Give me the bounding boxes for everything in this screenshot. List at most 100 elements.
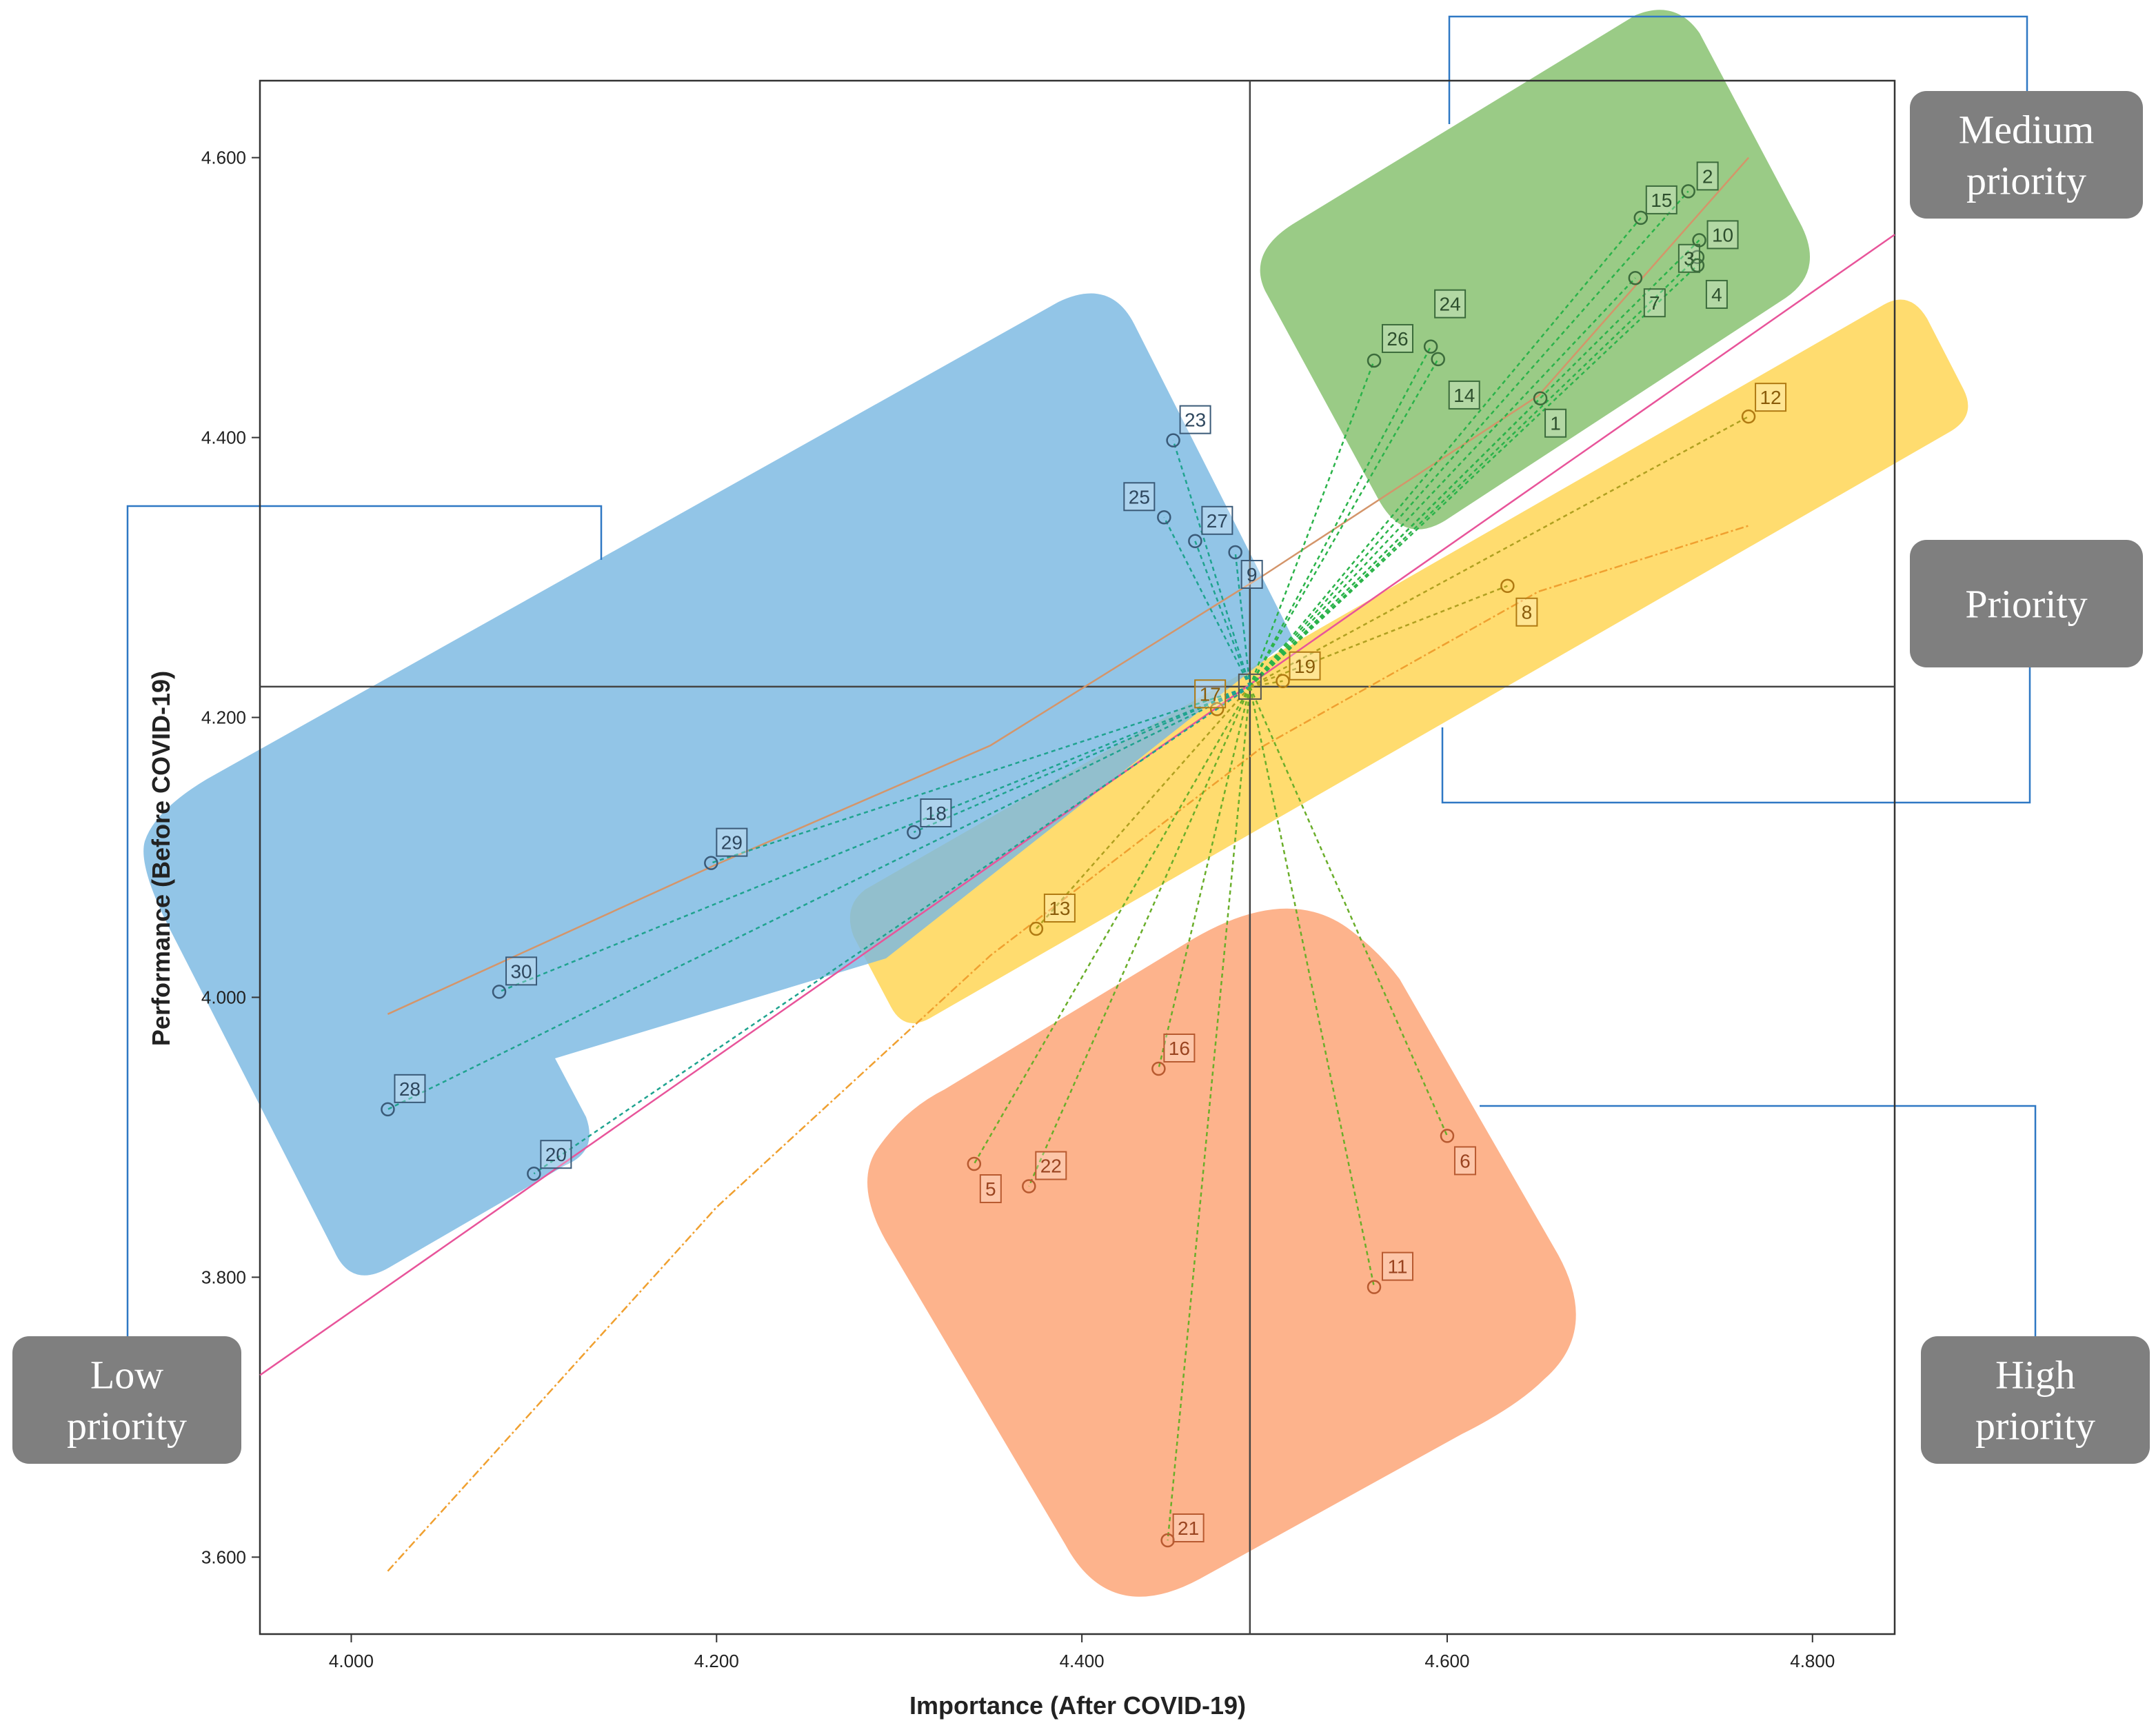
leader-line-5 xyxy=(973,686,1251,1165)
leader-line-22 xyxy=(1028,686,1251,1187)
point-label-box-29 xyxy=(716,827,748,857)
point-label-box-1 xyxy=(1544,408,1567,438)
point-26 xyxy=(1367,353,1382,368)
point-12 xyxy=(1741,409,1756,424)
point-23 xyxy=(1166,433,1180,447)
leader-line-7 xyxy=(1249,277,1636,687)
bracket-priority xyxy=(1441,667,2031,804)
leader-line-30 xyxy=(498,685,1251,993)
point-label-box-23 xyxy=(1179,405,1211,434)
point-1 xyxy=(1533,391,1548,405)
point-label-box-6 xyxy=(1453,1146,1476,1176)
callout-priority-label: Priority xyxy=(1965,582,2087,627)
point-label-23: 23 xyxy=(1185,410,1206,431)
point-label-box-28 xyxy=(394,1074,426,1103)
x-tick-label: 4.200 xyxy=(694,1651,739,1671)
y-axis-title: Performance (Before COVID-19) xyxy=(147,671,175,1046)
x-axis-title: Importance (After COVID-19) xyxy=(909,1691,1246,1720)
point-label-13: 13 xyxy=(1049,898,1070,919)
y-tick-label: 3.800 xyxy=(201,1267,246,1287)
point-label-26: 26 xyxy=(1387,328,1408,350)
point-13 xyxy=(1029,921,1044,936)
iso-diagonal-line xyxy=(259,234,1895,1376)
data-points: 1234710141524268121317199182023252728293… xyxy=(381,161,1787,1548)
point-label-box-14 xyxy=(1448,380,1480,410)
point-28 xyxy=(381,1102,395,1117)
point-6 xyxy=(1440,1129,1455,1143)
point-label-11: 11 xyxy=(1387,1256,1407,1278)
point-20 xyxy=(527,1166,541,1181)
leader-line-6 xyxy=(1249,686,1449,1136)
trend-curve-upper xyxy=(387,157,1750,1015)
callout-boxes: Medium priority Priority Low priority High pri… xyxy=(12,91,2150,1464)
point-label-box-11 xyxy=(1381,1251,1413,1281)
reference-and-trend-lines xyxy=(259,157,1895,1572)
point-2 xyxy=(1681,184,1695,199)
callout-priority-box xyxy=(1910,540,2143,667)
point-label-box-15 xyxy=(1645,185,1678,214)
point-label-5: 5 xyxy=(985,1178,996,1200)
point-label-box-25 xyxy=(1123,482,1156,512)
bracket-medium xyxy=(1448,15,2028,124)
point-label-box-16 xyxy=(1163,1033,1196,1063)
point-label-box-4 xyxy=(1705,279,1728,309)
point-label-box-8 xyxy=(1515,597,1538,627)
point-25 xyxy=(1157,510,1171,525)
point-label-17: 17 xyxy=(1200,683,1221,705)
point-label-box-12 xyxy=(1755,383,1787,412)
callout-low-label: Low priority xyxy=(67,1353,187,1449)
point-label-box-13 xyxy=(1043,894,1076,923)
point-5 xyxy=(967,1156,982,1171)
point-label-16: 16 xyxy=(1169,1038,1190,1059)
point-label-box-17 xyxy=(1194,679,1227,709)
axes: Importance (After COVID-19) Performance … xyxy=(147,148,1835,1720)
point-label-box-30 xyxy=(505,956,538,986)
point-19 xyxy=(1276,674,1290,689)
y-tick-label: 3.600 xyxy=(201,1547,246,1567)
point-label-box-21 xyxy=(1172,1513,1205,1543)
point-label-15: 15 xyxy=(1651,190,1672,211)
callout-medium-box xyxy=(1910,91,2143,219)
point-label-1: 1 xyxy=(1550,413,1561,434)
leader-line-21 xyxy=(1167,686,1251,1541)
point-label-box-20 xyxy=(540,1140,572,1169)
point-label-box-2 xyxy=(1696,161,1719,191)
bracket-low xyxy=(126,505,603,1336)
callout-high-label: High priority xyxy=(1975,1353,2095,1449)
point-22 xyxy=(1022,1179,1036,1194)
leader-line-14 xyxy=(1249,359,1439,687)
point-label-4: 4 xyxy=(1711,284,1722,305)
bracket-high xyxy=(1480,1105,2037,1336)
callout-high-box xyxy=(1921,1336,2150,1464)
x-tick-label: 4.000 xyxy=(329,1651,374,1671)
leader-line-13 xyxy=(1035,686,1251,929)
leader-line-15 xyxy=(1249,217,1642,687)
point-9 xyxy=(1228,545,1242,560)
point-18 xyxy=(907,825,921,840)
point-3 xyxy=(1690,250,1705,264)
point-30 xyxy=(492,985,507,999)
point-27 xyxy=(1188,534,1202,549)
leader-line-12 xyxy=(1249,416,1749,687)
leader-line-24 xyxy=(1249,346,1432,687)
callout-low-box xyxy=(12,1336,241,1464)
region-medium-priority xyxy=(1260,10,1811,530)
priority-regions xyxy=(143,10,1968,1597)
point-label-21: 21 xyxy=(1178,1518,1199,1539)
point-14 xyxy=(1431,352,1445,367)
plot-frame xyxy=(259,79,1896,1635)
leader-line-25 xyxy=(1163,516,1251,687)
leader-line-11 xyxy=(1249,686,1376,1287)
leader-line-19 xyxy=(1249,680,1283,688)
leader-line-16 xyxy=(1158,686,1251,1069)
leader-line-8 xyxy=(1249,585,1508,688)
point-label-box-5 xyxy=(979,1174,1002,1204)
y-tick-label: 4.600 xyxy=(201,148,246,168)
point-label-box-19 xyxy=(1289,651,1321,681)
point-11 xyxy=(1367,1280,1382,1294)
callout-brackets xyxy=(126,15,2037,1336)
point-label-8: 8 xyxy=(1522,602,1533,623)
point-label-10: 10 xyxy=(1712,224,1733,245)
point-17 xyxy=(1209,702,1225,716)
